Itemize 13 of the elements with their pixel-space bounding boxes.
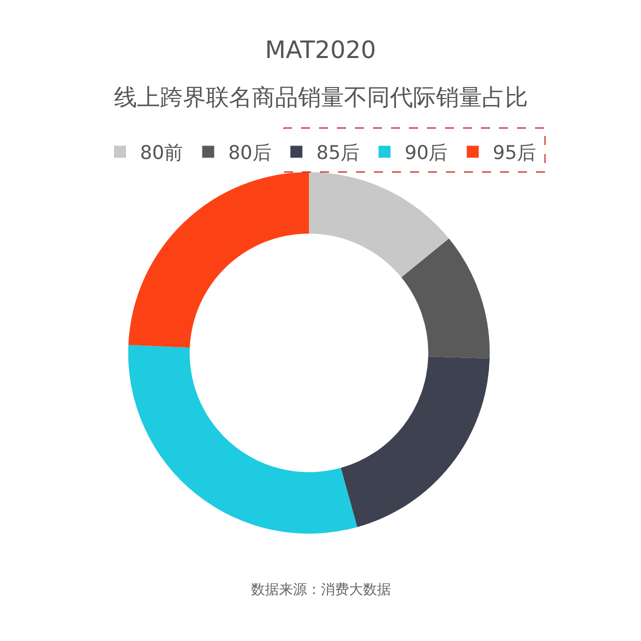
donut-slice — [308, 172, 449, 278]
chart-subtitle: 线上跨界联名商品销量不同代际销量占比 — [114, 85, 528, 111]
legend-label: 90后 — [404, 142, 448, 164]
donut-slice — [128, 344, 358, 534]
donut-slice — [401, 238, 490, 359]
chart-title: MAT2020 — [265, 36, 376, 64]
legend-label: 80后 — [228, 142, 272, 164]
source-note: 数据来源：消费大数据 — [251, 582, 391, 598]
legend-label: 95后 — [492, 142, 536, 164]
legend-label: 85后 — [316, 142, 360, 164]
donut-slice — [340, 356, 490, 528]
legend-label: 80前 — [140, 142, 184, 164]
donut-slice — [128, 172, 309, 348]
